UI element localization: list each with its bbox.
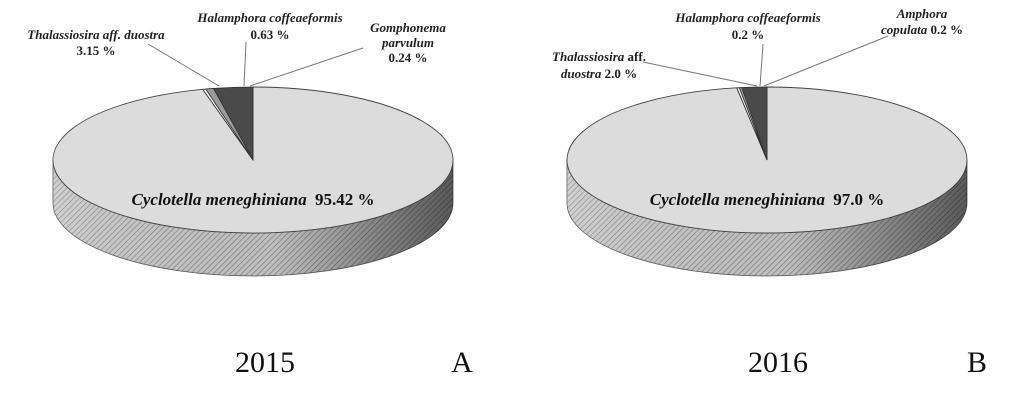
svg-text:Cyclotella meneghiniana: Cyclotella meneghiniana 95.42 % [132, 190, 375, 209]
slice-label-halamphora-2016: Halamphora coffeaeformis 0.2 % [674, 10, 820, 42]
label-value: 0.63 % [251, 27, 290, 42]
slice-label-thalassiosira-2016: Thalassiosira aff. duostra 2.0 % [552, 49, 646, 81]
leader-line [243, 41, 247, 87]
label-value: 0.24 % [389, 50, 428, 65]
slice-label-amphora-2016: Amphora copulata 0.2 % [881, 6, 963, 37]
slice-label-gomphonema-2015: Gomphonema parvulum 0.24 % [370, 20, 446, 65]
label-text: aff. duostra [100, 27, 166, 42]
svg-text:copulata 0.2 %: copulata 0.2 % [881, 22, 963, 37]
pie-side-shade [53, 160, 453, 276]
year-label-2016: 2016 [748, 346, 808, 379]
leader-line [759, 43, 764, 87]
pie-chart-2015: Cyclotella meneghiniana 95.42 % Thalassi… [27, 10, 473, 379]
label-value: 0.2 % [927, 22, 963, 37]
label-value: 95.42 % [315, 190, 375, 209]
leader-line [763, 35, 889, 87]
label-value: 97.0 % [833, 190, 884, 209]
label-text: Halamphora coffeaeformis [196, 10, 342, 25]
label-value: 0.2 % [732, 27, 765, 42]
slice-label-cyclotella-2016: Cyclotella meneghiniana 97.0 % [650, 190, 884, 209]
year-label-2015: 2015 [235, 346, 295, 379]
label-text: Thalassiosira [552, 49, 625, 64]
label-text: Halamphora coffeaeformis [674, 10, 820, 25]
label-text: Cyclotella meneghiniana [650, 190, 826, 209]
slice-label-halamphora-2015: Halamphora coffeaeformis 0.63 % [196, 10, 342, 42]
pie-slice-gomphonema-parvulum [202, 88, 254, 161]
panel-letter-b: B [967, 346, 987, 379]
pie-chart-2016: Cyclotella meneghiniana 97.0 % Thalassio… [552, 6, 987, 379]
label-value: 2.0 % [601, 66, 637, 81]
slice-label-cyclotella-2015: Cyclotella meneghiniana 95.42 % [132, 190, 375, 209]
panel-letter-a: A [451, 346, 473, 379]
leader-line [249, 47, 364, 87]
label-text: aff. [624, 49, 646, 64]
label-text: duostra [561, 66, 602, 81]
pie-2016-slices [566, 86, 968, 277]
label-text: Cyclotella meneghiniana [132, 190, 308, 209]
svg-text:Thalassiosira aff.: Thalassiosira aff. [552, 49, 646, 64]
pie-2015-slices [52, 86, 454, 277]
label-text: Amphora [896, 6, 948, 21]
svg-text:duostra 2.0 %: duostra 2.0 % [561, 66, 637, 81]
label-value: 3.15 % [77, 43, 116, 58]
pie-slice-amphora-copulata [736, 87, 768, 161]
svg-text:Thalassiosira aff. duostra: Thalassiosira aff. duostra [27, 27, 165, 42]
label-text: copulata [881, 22, 928, 37]
svg-text:Cyclotella meneghiniana: Cyclotella meneghiniana 97.0 % [650, 190, 884, 209]
label-text: Gomphonema [370, 20, 446, 35]
leader-line [642, 61, 758, 87]
pie-side-shade [567, 160, 967, 276]
label-text: Thalassiosira [27, 27, 100, 42]
slice-label-thalassiosira-2015: Thalassiosira aff. duostra 3.15 % [27, 27, 165, 58]
label-text: parvulum [381, 35, 434, 50]
leader-line [147, 43, 220, 87]
